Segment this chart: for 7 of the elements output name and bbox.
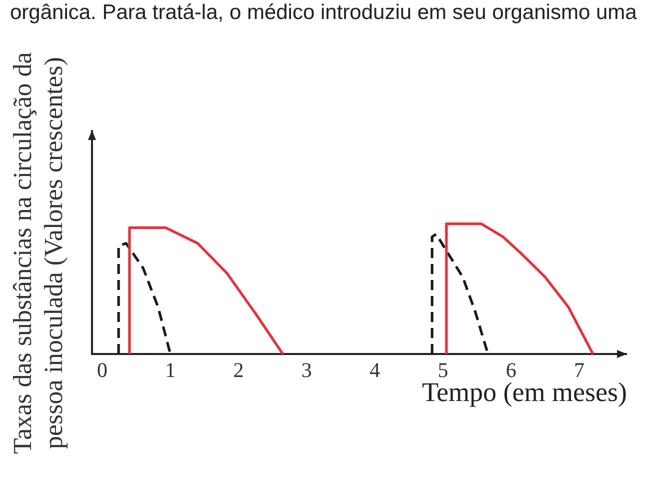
x-tick-label: 4: [370, 358, 381, 382]
x-tick-label: 3: [301, 358, 312, 382]
y-axis-title: Taxas das substâncias na circulação da pessoa inoculada (Valores crescentes): [7, 51, 69, 456]
text: orgânica. Para tratá-la, o médico introduziu em seu organismo uma: [10, 0, 637, 25]
x-tick-label: 0: [96, 358, 108, 382]
x-tick-label: 2: [233, 358, 244, 382]
x-tick-label: 1: [165, 358, 176, 382]
